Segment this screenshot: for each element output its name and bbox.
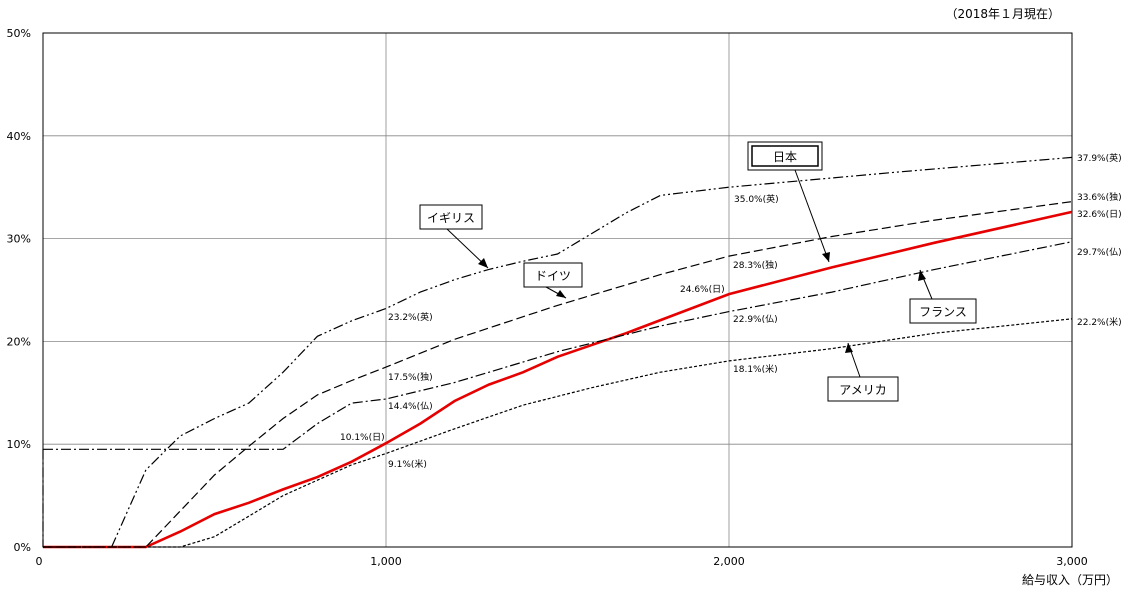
y-tick-label: 40% [7, 130, 31, 143]
note-de-2000: 28.3%(独) [733, 259, 778, 271]
x-axis-title: 給与収入（万円） [1022, 573, 1118, 587]
y-tick-label: 50% [7, 27, 31, 40]
series-line-germany [43, 201, 1073, 548]
note-uk-2000: 35.0%(英) [734, 193, 779, 205]
callout-japan-label: 日本 [773, 150, 797, 164]
callout-us-label: アメリカ [839, 383, 886, 397]
end-label-us: 22.2%(米) [1077, 316, 1122, 328]
y-axis-tick-labels: 0% 10% 20% 30% 40% 50% [7, 27, 31, 554]
x-tick-label: 3,000 [1056, 555, 1088, 568]
note-de-1000: 17.5%(独) [388, 371, 433, 383]
note-jp-2000: 24.6%(日) [680, 284, 725, 295]
series-lines [42, 156, 1073, 549]
end-label-jp: 32.6%(日) [1077, 209, 1122, 220]
callout-us: アメリカ [827, 342, 899, 402]
as-of-date: （2018年１月現在） [945, 7, 1060, 21]
legend-callouts: 日本 イギリス ドイツ フランス アメリカ [419, 141, 977, 402]
series-line-usa [43, 318, 1073, 548]
grid [43, 33, 1072, 547]
callout-de: ドイツ [523, 262, 583, 299]
note-us-2000: 18.1%(米) [733, 363, 778, 375]
value-annotations: 10.1%(日) 23.2%(英) 17.5%(独) 14.4%(仏) 9.1%… [340, 152, 1122, 470]
end-label-uk: 37.9%(英) [1077, 152, 1122, 164]
callout-uk-label: イギリス [427, 211, 475, 225]
note-uk-1000: 23.2%(英) [388, 311, 433, 323]
callout-de-label: ドイツ [535, 269, 571, 283]
y-tick-label: 0% [14, 541, 31, 554]
x-tick-label: 2,000 [713, 555, 745, 568]
plot-frame [42, 32, 1073, 548]
series-line-france [43, 241, 1073, 450]
x-tick-label: 1,000 [370, 555, 402, 568]
note-fr-1000: 14.4%(仏) [388, 401, 433, 412]
x-tick-label: 0 [36, 555, 43, 568]
callout-japan: 日本 [747, 141, 830, 263]
y-tick-label: 10% [7, 438, 31, 451]
callout-fr-label: フランス [919, 305, 967, 319]
y-tick-label: 30% [7, 233, 31, 246]
note-us-1000: 9.1%(米) [388, 458, 427, 470]
callout-uk: イギリス [419, 204, 489, 269]
series-line-japan [43, 210, 1073, 549]
note-fr-2000: 22.9%(仏) [733, 314, 778, 325]
end-label-fr: 29.7%(仏) [1077, 247, 1122, 258]
end-label-de: 33.6%(独) [1077, 191, 1122, 203]
y-tick-label: 20% [7, 335, 31, 348]
series-line-uk [43, 156, 1073, 548]
callout-fr: フランス [909, 269, 977, 324]
note-japan-1000: 10.1%(日) [340, 432, 385, 443]
x-axis-tick-labels: 0 1,000 2,000 3,000 [36, 555, 1088, 568]
